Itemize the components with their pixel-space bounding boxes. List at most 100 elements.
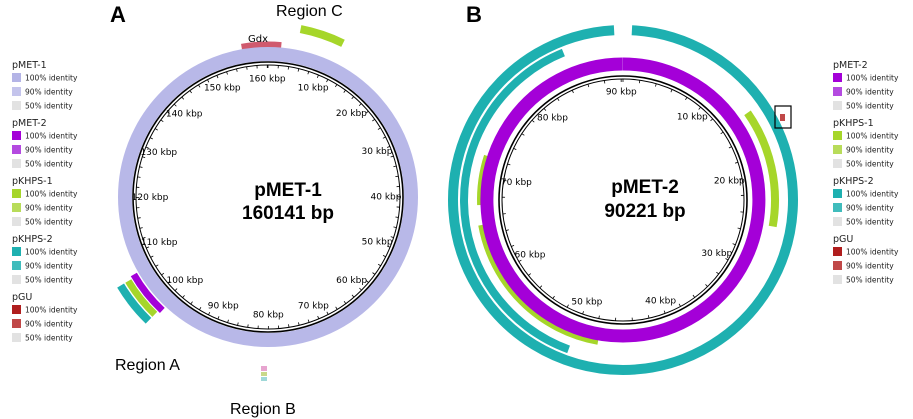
- panel-b-legend-label: 90% identity: [846, 262, 894, 271]
- panel-a-tick-mark: [181, 96, 185, 100]
- pmet1-size: 160141 bp: [242, 203, 334, 224]
- panel-b-tick-mark: [505, 229, 509, 231]
- panel-a-tick-mark: [142, 236, 146, 239]
- panel-a-tick-mark: [216, 75, 219, 79]
- panel-b-tick-mark: [732, 243, 736, 246]
- panel-b-legend-label: 50% identity: [846, 218, 894, 227]
- panel-b-tick-label: 60 kbp: [515, 251, 546, 261]
- region-b-mark-pink: [261, 366, 267, 371]
- panel-a-legend-swatch: [12, 131, 21, 140]
- panel-a-tick-label: 150 kbp: [204, 84, 241, 94]
- panel-b-tick-mark: [670, 89, 673, 93]
- backbone-outer: [132, 61, 404, 333]
- panel-a-tick-label: 50 kbp: [362, 238, 393, 248]
- panel-a-tick-mark: [366, 280, 369, 283]
- panel-b-tick-mark: [663, 310, 666, 314]
- panel-a-legend-swatch: [12, 275, 21, 284]
- panel-a-tick-label: 130 kbp: [140, 148, 177, 158]
- region-b-mark-green: [261, 372, 267, 376]
- panel-a-legend-label: 100% identity: [25, 248, 78, 257]
- panel-a-legend-title: pKHPS-1: [12, 176, 53, 187]
- panel-b-tick-mark: [566, 304, 569, 308]
- panel-a-tick-mark: [199, 307, 202, 310]
- panel-a-tick-label: 20 kbp: [336, 109, 367, 119]
- panel-b-legend-title: pKHPS-1: [833, 118, 874, 129]
- panel-a-tick-mark: [142, 156, 146, 159]
- panel-b-tick-label: 40 kbp: [645, 297, 676, 307]
- panel-a-tick-label: 10 kbp: [298, 84, 329, 94]
- region-c-label: Region C: [276, 3, 343, 20]
- panel-a-tick-label: 90 kbp: [208, 302, 239, 312]
- panel-a-tick-mark: [316, 74, 319, 78]
- panel-a-tick-mark: [189, 90, 192, 94]
- panel-b-legend-swatch: [833, 275, 842, 284]
- panel-b-legend-label: 100% identity: [846, 132, 899, 141]
- panel-b-legend-label: 90% identity: [846, 146, 894, 155]
- panel-b-tick-mark: [521, 133, 525, 136]
- region-a-label: Region A: [115, 357, 180, 374]
- panel-a-legend-label: 90% identity: [25, 262, 73, 271]
- panel-a-tick-mark: [317, 315, 320, 319]
- panel-b-legend-swatch: [833, 189, 842, 198]
- panel-b-tick-mark: [557, 98, 560, 102]
- panel-a-tick-mark: [393, 226, 397, 228]
- panel-b-tick-mark: [507, 163, 511, 166]
- panel-b-legend-swatch: [833, 261, 842, 270]
- panel-b-tick-mark: [598, 315, 600, 319]
- panel-b-tick-mark: [647, 315, 650, 319]
- panel-b-tick-mark: [513, 147, 517, 150]
- panel-a-tick-mark: [160, 119, 164, 122]
- panel-a-legend-title: pMET-1: [12, 60, 47, 71]
- panel-a-legend-swatch: [12, 319, 21, 328]
- panel-b-legend-swatch: [833, 159, 842, 168]
- region-a-pkhps2-arc: [117, 283, 152, 324]
- panel-a-tick-mark: [343, 300, 347, 304]
- panel-b-tick-mark: [518, 259, 522, 262]
- panel-a-legend-swatch: [12, 247, 21, 256]
- gdx-label: Gdx: [248, 34, 268, 45]
- panel-a-legend-swatch: [12, 333, 21, 342]
- panel-a-tick-mark: [335, 306, 338, 310]
- panel-b-legend-swatch: [833, 247, 842, 256]
- panel-a-tick-label: 120 kbp: [132, 193, 169, 203]
- panel-b-legend-swatch: [833, 203, 842, 212]
- panel-b-tick-mark: [739, 178, 743, 180]
- pgu-highlight-box: [774, 105, 792, 129]
- panel-a-legend-label: 50% identity: [25, 276, 73, 285]
- panel-b-tick-mark: [698, 106, 701, 110]
- panel-b-tick-label: 90 kbp: [606, 88, 637, 98]
- panel-a-legend-swatch: [12, 261, 21, 270]
- panel-a-tick-mark: [161, 272, 165, 276]
- panel-a-legend-swatch: [12, 101, 21, 110]
- panel-a-tick-mark: [146, 246, 150, 249]
- panel-a-tick-mark: [307, 71, 310, 75]
- panel-a-tick-label: 40 kbp: [371, 192, 402, 202]
- panel-b-tick-mark: [582, 311, 584, 315]
- panel-b-tick-label: 10 kbp: [677, 113, 708, 123]
- panel-a-tick-mark: [226, 71, 228, 75]
- region-b-mark-teal: [261, 377, 267, 381]
- panel-a-legend-label: 90% identity: [25, 88, 73, 97]
- panel-a-tick-label: 70 kbp: [298, 301, 329, 311]
- panel-a-legend-label: 100% identity: [25, 74, 78, 83]
- panel-b-tick-mark: [710, 118, 714, 122]
- region-a-pkhps1-arc: [125, 279, 158, 317]
- panel-b-tick-mark: [725, 258, 729, 261]
- panel-b-tick-mark: [511, 244, 515, 247]
- panel-a-legend-swatch: [12, 87, 21, 96]
- panel-a-legend-swatch: [12, 217, 21, 226]
- panel-a-tick-mark: [236, 68, 238, 72]
- panel-a-tick-mark: [297, 68, 300, 72]
- panel-b-legend-label: 50% identity: [846, 276, 894, 285]
- panel-a-tick-mark: [377, 127, 381, 130]
- panel-a-legend-swatch: [12, 159, 21, 168]
- panel-b-legend-label: 100% identity: [846, 74, 899, 83]
- panel-a-legend-title: pKHPS-2: [12, 234, 53, 245]
- legend-panel-a: pMET-1 100% identity 90% identity 50% ident…: [12, 60, 78, 343]
- panel-b-tick-mark: [528, 273, 531, 276]
- panel-a-tick-mark: [382, 255, 386, 258]
- pmet2-name: pMET-2: [611, 177, 679, 198]
- panel-b-map: 10 kbp 20 kbp 30 kbp 40 kbp 50 kbp 60 kbp 70 k…: [448, 25, 798, 375]
- panel-b-legend-label: 90% identity: [846, 204, 894, 213]
- pkhps2-outer-arc: [448, 25, 798, 375]
